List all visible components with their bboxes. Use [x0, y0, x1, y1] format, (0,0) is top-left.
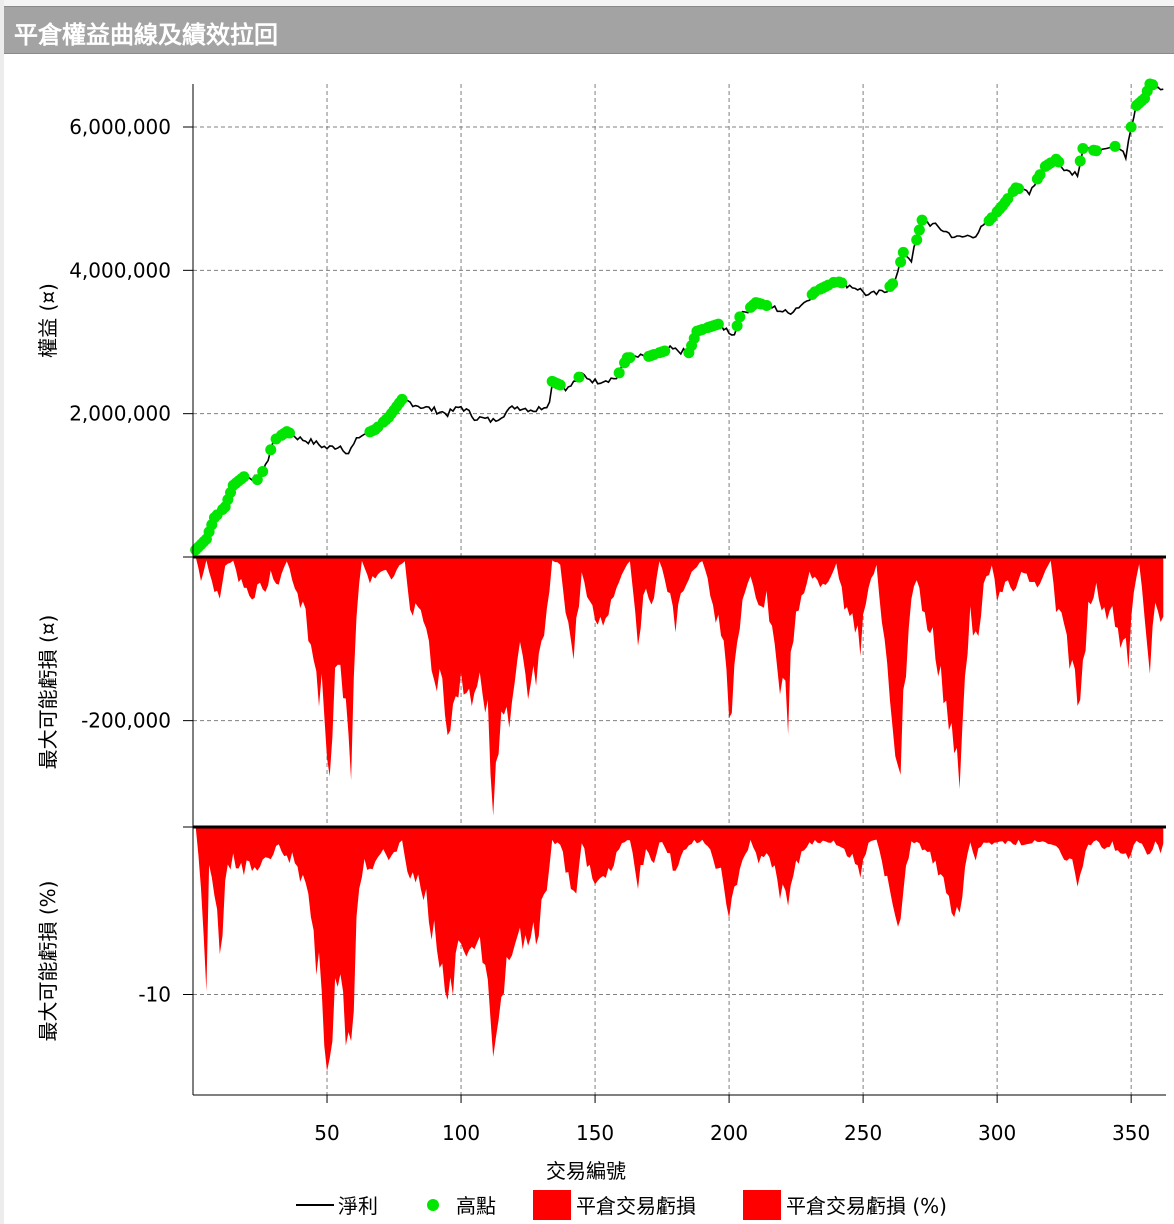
y-axis-label: 最大可能虧損 (%) — [36, 881, 60, 1042]
chart-title-bar: 平倉權益曲線及績效拉回 — [4, 6, 1174, 54]
legend-label: 高點 — [456, 1194, 496, 1218]
high-point-marker — [257, 465, 269, 477]
legend-box-swatch — [743, 1190, 781, 1220]
legend: 淨利 高點 平倉交易虧損 平倉交易虧損 (%) — [296, 1190, 947, 1220]
high-point-marker — [1147, 79, 1159, 91]
legend-item: 高點 — [427, 1194, 496, 1218]
x-tick-label: 200 — [710, 1121, 748, 1145]
high-point-marker — [573, 371, 585, 383]
high-point-marker — [887, 278, 899, 290]
high-point-marker — [624, 352, 636, 364]
high-point-marker — [731, 320, 743, 332]
y-axis-labels: 權益 (¤) 最大可能虧損 (¤) 最大可能虧損 (%) — [36, 283, 60, 1041]
x-tick-labels: 50 100 150 200 250 300 350 — [314, 1121, 1150, 1145]
high-point-marker — [1034, 169, 1046, 181]
drawdown-area-drawdown_pct — [195, 827, 1164, 1072]
high-point-marker — [897, 246, 909, 258]
high-point-marker — [613, 367, 625, 379]
high-point-marker — [283, 427, 295, 439]
high-point-marker — [712, 318, 724, 330]
x-tick-label: 50 — [314, 1121, 339, 1145]
high-point-marker — [895, 256, 907, 268]
high-point-marker — [1125, 121, 1137, 133]
high-point-marker — [913, 224, 925, 236]
high-point-marker — [916, 214, 928, 226]
legend-label: 平倉交易虧損 (%) — [786, 1194, 947, 1218]
legend-item: 平倉交易虧損 — [533, 1190, 696, 1220]
legend-marker-swatch — [427, 1199, 439, 1211]
legend-label: 淨利 — [338, 1194, 378, 1218]
legend-item: 平倉交易虧損 (%) — [743, 1190, 947, 1220]
equity-line-group — [195, 85, 1164, 551]
chart-title: 平倉權益曲線及績效拉回 — [14, 21, 278, 49]
high-point-marker — [265, 444, 277, 456]
drawdown-area-drawdown_abs — [195, 557, 1164, 816]
y-tick-label: 4,000,000 — [69, 258, 171, 282]
y-tick-labels: 2,000,000 4,000,000 6,000,000 -200,000 -10 — [69, 115, 171, 1007]
legend-item: 淨利 — [296, 1194, 378, 1218]
high-point-markers — [190, 78, 1159, 556]
high-point-marker — [1077, 143, 1089, 154]
y-tick-label: -200,000 — [81, 709, 171, 733]
y-tick-label: -10 — [138, 983, 171, 1007]
high-point-marker — [1013, 183, 1025, 195]
x-tick-label: 250 — [844, 1121, 882, 1145]
legend-box-swatch — [533, 1190, 571, 1220]
high-point-marker — [1053, 156, 1065, 168]
x-tick-label: 150 — [576, 1121, 614, 1145]
high-point-marker — [734, 311, 746, 323]
legend-label: 平倉交易虧損 — [576, 1194, 696, 1218]
high-point-marker — [554, 379, 566, 391]
window-top-border — [4, 0, 1174, 6]
high-point-marker — [1074, 155, 1086, 167]
high-point-marker — [836, 277, 848, 289]
high-point-marker — [1090, 145, 1102, 157]
x-tick-label: 100 — [442, 1121, 480, 1145]
high-point-marker — [251, 474, 263, 486]
y-axis-label: 最大可能虧損 (¤) — [36, 615, 60, 770]
y-axis-label: 權益 (¤) — [36, 283, 60, 358]
high-point-marker — [396, 393, 408, 405]
y-tick-label: 2,000,000 — [69, 402, 171, 426]
high-point-marker — [761, 299, 773, 311]
high-point-marker — [238, 471, 250, 483]
window-left-border — [0, 0, 4, 1224]
high-point-marker — [911, 234, 923, 246]
high-point-marker — [659, 345, 671, 357]
equity-line — [195, 85, 1164, 551]
x-axis-label: 交易編號 — [546, 1159, 626, 1183]
y-tick-label: 6,000,000 — [69, 115, 171, 139]
x-tick-label: 350 — [1112, 1121, 1150, 1145]
high-point-marker — [1109, 140, 1121, 152]
x-tick-label: 300 — [978, 1121, 1016, 1145]
drawdown-areas — [195, 557, 1164, 1072]
axes — [183, 84, 1166, 1103]
